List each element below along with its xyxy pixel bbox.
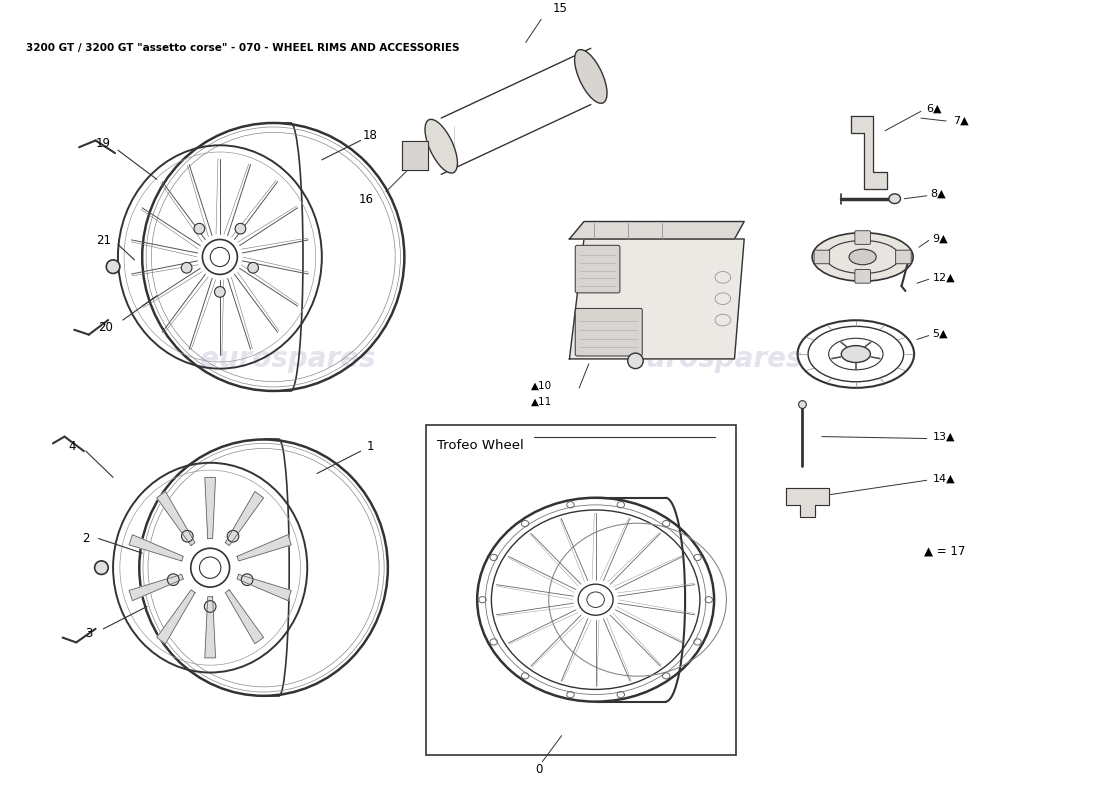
Ellipse shape [574,50,607,103]
Ellipse shape [214,286,225,298]
Text: 5▲: 5▲ [933,329,948,338]
Text: 19: 19 [96,137,111,150]
Ellipse shape [235,223,245,234]
FancyBboxPatch shape [855,230,870,244]
Ellipse shape [425,119,458,173]
Polygon shape [238,574,292,601]
Polygon shape [157,590,195,644]
Ellipse shape [842,346,870,362]
Text: eurospares: eurospares [627,345,803,373]
FancyBboxPatch shape [895,250,911,264]
Ellipse shape [95,561,108,574]
Polygon shape [570,222,745,239]
FancyBboxPatch shape [814,250,829,264]
Polygon shape [129,574,184,601]
FancyBboxPatch shape [855,270,870,283]
Ellipse shape [228,530,239,542]
Text: 13▲: 13▲ [933,431,955,442]
Text: 14▲: 14▲ [933,474,955,483]
FancyBboxPatch shape [575,246,620,293]
Polygon shape [205,478,216,538]
Polygon shape [226,590,264,644]
Text: 16: 16 [359,193,373,206]
Polygon shape [403,142,428,170]
Polygon shape [129,534,184,561]
Ellipse shape [182,262,192,273]
Ellipse shape [812,233,913,282]
Polygon shape [238,534,292,561]
FancyBboxPatch shape [575,309,642,356]
Text: 0: 0 [536,763,543,776]
Ellipse shape [167,574,179,586]
Polygon shape [851,116,887,189]
Ellipse shape [241,574,253,586]
Ellipse shape [628,353,643,369]
Text: 9▲: 9▲ [933,234,948,243]
Text: ▲10: ▲10 [531,381,552,391]
Text: 3: 3 [85,627,92,640]
Text: 4: 4 [68,440,76,453]
Text: eurospares: eurospares [200,345,375,373]
Text: ▲ = 17: ▲ = 17 [924,545,965,558]
Ellipse shape [889,194,901,203]
Ellipse shape [107,260,120,274]
Polygon shape [157,491,195,546]
Ellipse shape [205,601,216,612]
Polygon shape [785,488,828,517]
Polygon shape [226,491,264,546]
Ellipse shape [849,249,877,265]
Ellipse shape [194,223,205,234]
Text: 7▲: 7▲ [953,116,969,126]
Text: 12▲: 12▲ [933,272,955,282]
Polygon shape [570,239,745,359]
Text: 21: 21 [96,234,111,247]
Text: 18: 18 [363,129,377,142]
Bar [426,425,736,755]
Text: 6▲: 6▲ [926,103,943,114]
Text: 20: 20 [98,322,112,334]
Text: Trofeo Wheel: Trofeo Wheel [438,439,524,453]
Text: 8▲: 8▲ [931,189,946,199]
Text: 15: 15 [553,2,568,15]
Text: 2: 2 [82,532,89,545]
Ellipse shape [248,262,258,273]
Text: 1: 1 [366,440,374,453]
Text: ▲11: ▲11 [530,397,552,406]
Polygon shape [205,597,216,658]
Ellipse shape [799,401,806,409]
Ellipse shape [182,530,194,542]
Text: 3200 GT / 3200 GT "assetto corse" - 070 - WHEEL RIMS AND ACCESSORIES: 3200 GT / 3200 GT "assetto corse" - 070 … [25,43,459,54]
